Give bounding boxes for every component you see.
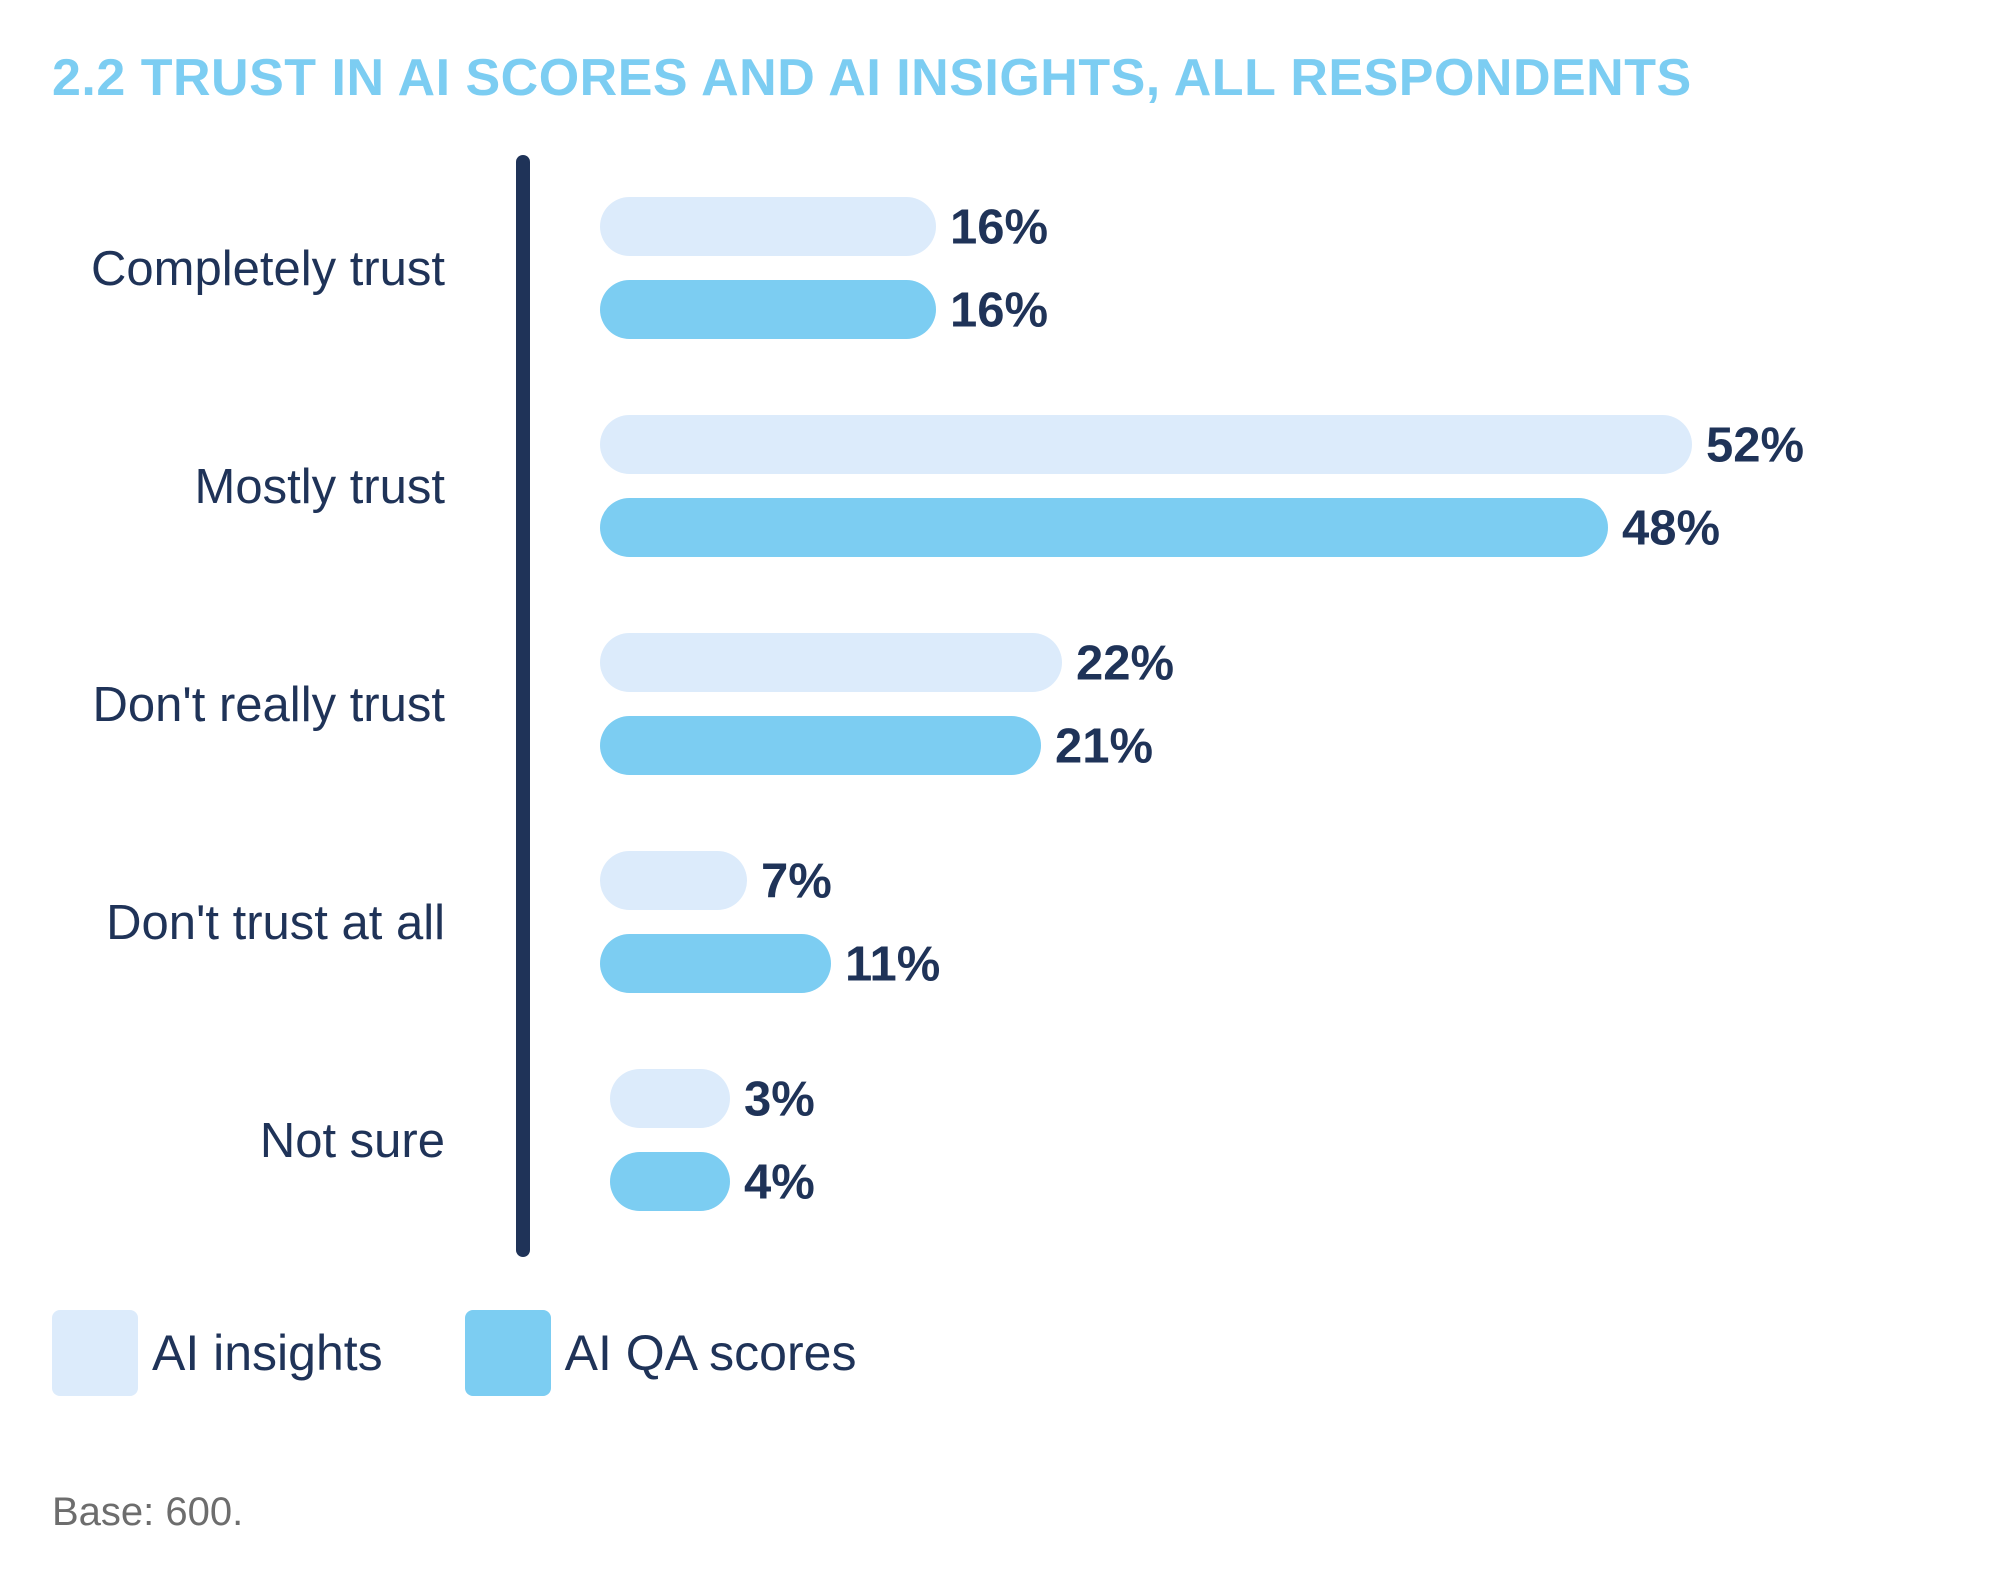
bar-ai-qa-scores-mostly-trust (600, 498, 1608, 557)
legend-label-ai-qa-scores: AI QA scores (564, 1325, 857, 1381)
bar-ai-qa-scores-don-t-trust-at-all (600, 934, 831, 993)
bar-ai-insights-mostly-trust (600, 415, 1692, 474)
base-note: Base: 600. (52, 1490, 244, 1534)
legend: AI insights AI QA scores (52, 1310, 938, 1396)
bar-ai-qa-scores-completely-trust (600, 280, 936, 339)
bar-ai-qa-scores-don-t-really-trust (600, 716, 1041, 775)
bar-ai-qa-scores-not-sure (610, 1152, 730, 1211)
bar-ai-insights-not-sure (610, 1069, 730, 1128)
value-label-ai-insights-completely-trust: 16% (950, 201, 1048, 255)
legend-item-ai-qa-scores: AI QA scores (464, 1310, 857, 1396)
category-label-not-sure: Not sure (260, 1114, 445, 1168)
bar-chart: Completely trust Mostly trust Don't really… (91, 155, 1804, 1257)
legend-swatch-ai-qa-scores (464, 1310, 551, 1396)
value-label-ai-insights-mostly-trust: 52% (1706, 419, 1804, 473)
value-label-ai-qa-scores-mostly-trust: 48% (1622, 502, 1720, 556)
bar-ai-insights-don-t-trust-at-all (600, 851, 747, 910)
value-labels: 16% 16% 52% 48% 22% 21% 7%11% 3% 4% (744, 201, 1804, 1210)
value-label-ai-insights-don-t-really-trust: 22% (1076, 637, 1174, 691)
category-label-don-t-trust-at-all: Don't trust at all (106, 896, 445, 950)
category-label-completely-trust: Completely trust (91, 242, 445, 296)
value-label-ai-insights-don-t-trust-at-all: 7% (761, 855, 832, 909)
value-label-ai-qa-scores-don-t-really-trust: 21% (1055, 720, 1153, 774)
legend-item-ai-insights: AI insights (52, 1310, 383, 1396)
bars (600, 197, 1692, 1211)
chart-title: 2.2 TRUST IN AI SCORES AND AI INSIGHTS, … (52, 49, 1692, 107)
value-label-ai-insights-not-sure: 3% (744, 1073, 815, 1127)
value-label-ai-qa-scores-completely-trust: 16% (950, 284, 1048, 338)
bar-ai-insights-don-t-really-trust (600, 633, 1062, 692)
value-label-ai-qa-scores-don-t-trust-at-all: 11% (845, 938, 940, 992)
bar-ai-insights-completely-trust (600, 197, 936, 256)
value-label-ai-qa-scores-not-sure: 4% (744, 1156, 815, 1210)
legend-label-ai-insights: AI insights (152, 1325, 383, 1381)
category-label-don-t-really-trust: Don't really trust (93, 678, 446, 732)
category-label-mostly-trust: Mostly trust (195, 460, 446, 514)
legend-swatch-ai-insights (52, 1310, 138, 1396)
category-labels: Completely trust Mostly trust Don't really… (91, 242, 445, 1168)
